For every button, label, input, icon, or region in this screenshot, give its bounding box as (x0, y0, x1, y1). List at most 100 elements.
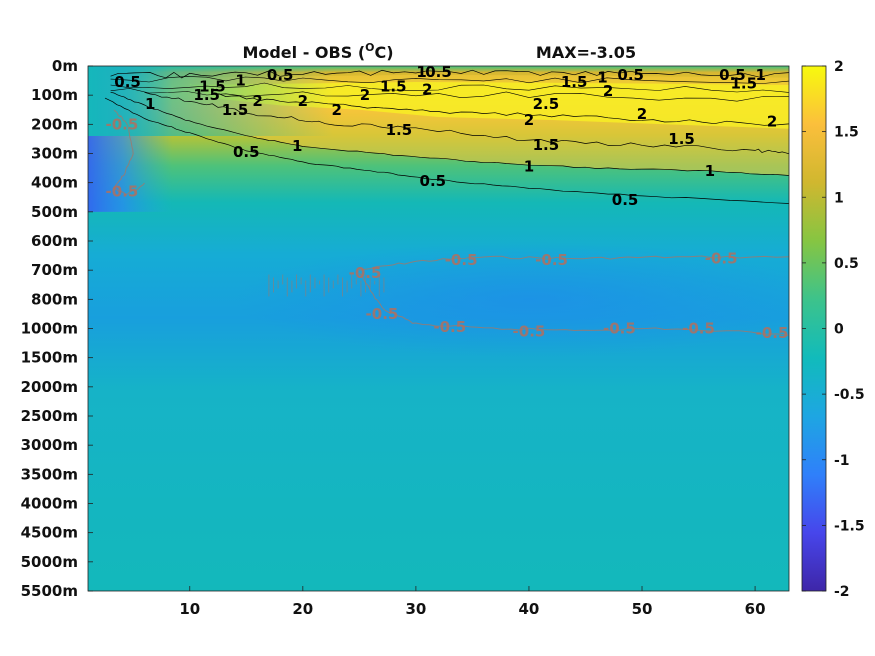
y-tick-label: 2000m (21, 378, 78, 396)
y-tick-label: 3500m (21, 465, 78, 483)
contour-line-positive (104, 97, 789, 204)
contour-label: 1.5 (222, 101, 249, 119)
negative-contours (112, 109, 789, 336)
contour-label-negative: -0.5 (756, 324, 789, 342)
contour-label: 2 (524, 111, 534, 129)
plot-area: 0.5 1.5 1 0.51.51 1.5 2 2 22 1.5 210.51.5 1 0.522.5… (88, 63, 789, 591)
y-tick-label: 400m (31, 174, 78, 192)
y-tick-label: 4500m (21, 524, 78, 542)
y-tick-label: 1500m (21, 349, 78, 367)
colorbar-axis: 2 1.5 1 0.5 0 -0.5 -1 -1.5 -2 (802, 59, 865, 600)
contour-label: 0.5 (114, 73, 141, 91)
colorbar-tick-label: 0 (834, 322, 844, 338)
y-tick-label: 300m (31, 145, 78, 163)
contour-line-positive (110, 69, 789, 79)
contour-line-positive (110, 76, 789, 84)
contour-label: 0.5 (612, 191, 639, 209)
contour-label-negative: -0.5 (682, 320, 715, 338)
contour-label: 2 (360, 86, 370, 104)
y-tick-label: 200m (31, 115, 78, 133)
contour-label: 1.5 (199, 77, 226, 95)
contour-line-positive (144, 91, 789, 155)
contour-label-negative: -0.5 (535, 251, 568, 269)
title-superscript: O (365, 41, 374, 54)
contour-label-negative: -0.5 (705, 250, 738, 268)
y-tick-label: 500m (31, 203, 78, 221)
contour-label: 1.5 (561, 73, 588, 91)
y-tick-label: 700m (31, 261, 78, 279)
y-tick-label: 600m (31, 232, 78, 250)
title-end: C) (374, 43, 393, 62)
contour-label: 2 (603, 82, 613, 100)
contour-label: 0.5 (425, 63, 452, 81)
contour-label: 1 (145, 95, 155, 113)
contour-label: 1 (416, 63, 426, 81)
contour-label: 2 (298, 92, 308, 110)
positive-contours (104, 69, 789, 204)
contour-label-negative: -0.5 (349, 264, 382, 282)
contour-label: 1 (524, 158, 534, 176)
contour-label: 0.5 (420, 172, 447, 190)
contour-label: 1.5 (730, 75, 757, 93)
chart-subtitle: MAX=-3.05 (536, 43, 636, 62)
contour-label: 1 (235, 72, 245, 90)
colorbar-tick-label: 1.5 (834, 125, 859, 141)
colorbar-tick-label: 0.5 (834, 256, 859, 272)
contour-labels: 0.5 1.5 1 0.51.51 1.5 2 2 22 1.5 210.51.5 1 0.522.5… (106, 63, 789, 342)
y-tick-label: 1000m (21, 320, 78, 338)
contour-label: 1 (597, 69, 607, 87)
contour-label: 2.5 (533, 95, 560, 113)
x-tick-label: 40 (519, 600, 540, 618)
noisy-contour-patch (268, 274, 385, 297)
contour-label: 1.5 (380, 77, 407, 95)
x-tick-label: 50 (632, 600, 653, 618)
contour-label-negative: -0.5 (445, 251, 478, 269)
x-axis: 10 20 30 40 50 60 (179, 586, 766, 618)
contour-label: 1.5 (668, 130, 695, 148)
colorbar-tick-label: 2 (834, 59, 844, 75)
x-tick-label: 10 (179, 600, 200, 618)
x-tick-label: 30 (405, 600, 426, 618)
colorbar-tick-label: -1.5 (834, 518, 865, 534)
contour-label: 1.5 (386, 121, 413, 139)
contour-label: 2 (767, 112, 777, 130)
contour-line-positive (212, 93, 789, 126)
y-axis: 0m 100m 200m 300m 400m 500m 600m 700m 800m 1000m 1… (21, 57, 93, 600)
contour-label: 0.5 (617, 66, 644, 84)
contour-label: 2 (252, 92, 262, 110)
west-shallow-taper (88, 66, 789, 136)
y-tick-label: 0m (52, 57, 78, 75)
contour-line-negative (359, 272, 789, 336)
contour-label: 0.5 (719, 66, 746, 84)
x-tick-label: 20 (292, 600, 313, 618)
y-tick-label: 5500m (21, 582, 78, 600)
contour-label: 1 (705, 162, 715, 180)
contour-line-positive (110, 91, 789, 176)
contour-line-positive (110, 82, 789, 93)
y-tick-label: 3000m (21, 436, 78, 454)
contour-label: 0.5 (233, 143, 260, 161)
contour-label-negative: -0.5 (433, 318, 466, 336)
title-main: Model - OBS ( (242, 43, 365, 62)
contour-label: 1.5 (193, 86, 220, 104)
contour-label-negative: -0.5 (366, 305, 399, 323)
contour-line-negative (112, 109, 145, 196)
colorbar-tick-label: -2 (834, 584, 850, 600)
contour-label: 1 (756, 66, 766, 84)
contour-line-positive (110, 88, 789, 102)
contour-label: 1 (292, 137, 302, 155)
contour-label: 1.5 (533, 136, 560, 154)
x-tick-label: 60 (745, 600, 766, 618)
y-tick-label: 100m (31, 86, 78, 104)
y-tick-label: 4000m (21, 495, 78, 513)
contour-label: 2 (332, 101, 342, 119)
chart-title: Model - OBS (OC) (242, 41, 393, 62)
contour-label: 2 (637, 105, 647, 123)
y-tick-label: 800m (31, 290, 78, 308)
colorbar-tick-label: -0.5 (834, 387, 865, 403)
contour-line-negative (359, 255, 789, 271)
colorbar-tick-label: -1 (834, 453, 850, 469)
y-tick-label: 5000m (21, 553, 78, 571)
colorbar-tick-label: 1 (834, 190, 844, 206)
